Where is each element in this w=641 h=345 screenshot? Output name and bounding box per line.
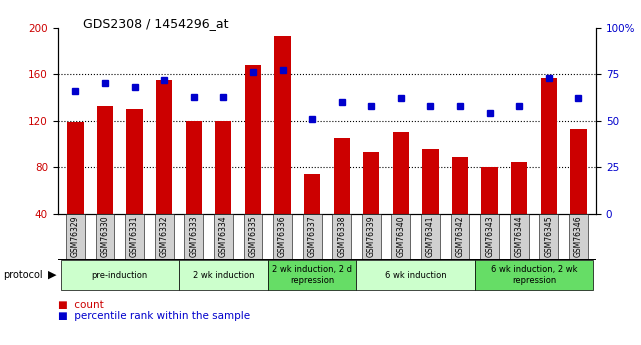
Text: GSM76330: GSM76330 (101, 216, 110, 257)
Text: GSM76341: GSM76341 (426, 216, 435, 257)
Text: ■  count: ■ count (58, 300, 103, 310)
Text: 2 wk induction: 2 wk induction (192, 270, 254, 280)
Text: pre-induction: pre-induction (92, 270, 148, 280)
Bar (97, 106, 113, 214)
Text: GSM76337: GSM76337 (308, 216, 317, 257)
Bar (333, 138, 350, 214)
Bar (363, 152, 379, 214)
Text: GSM76335: GSM76335 (249, 216, 258, 257)
Text: GSM76344: GSM76344 (515, 216, 524, 257)
Text: GSM76336: GSM76336 (278, 216, 287, 257)
Text: 2 wk induction, 2 d
repression: 2 wk induction, 2 d repression (272, 265, 352, 285)
Text: GSM76332: GSM76332 (160, 216, 169, 257)
Bar (186, 121, 202, 214)
Text: GSM76340: GSM76340 (396, 216, 405, 257)
Text: GSM76331: GSM76331 (130, 216, 139, 257)
Bar (156, 80, 172, 214)
Text: GSM76334: GSM76334 (219, 216, 228, 257)
Bar (570, 129, 587, 214)
Text: GSM76338: GSM76338 (337, 216, 346, 257)
Bar (245, 65, 261, 214)
Bar (67, 122, 83, 214)
Text: GDS2308 / 1454296_at: GDS2308 / 1454296_at (83, 17, 229, 30)
Text: ■  percentile rank within the sample: ■ percentile rank within the sample (58, 311, 250, 321)
Text: GSM76346: GSM76346 (574, 216, 583, 257)
Text: GSM76345: GSM76345 (544, 216, 553, 257)
Text: GSM76343: GSM76343 (485, 216, 494, 257)
Bar (452, 157, 468, 214)
Bar (540, 78, 557, 214)
Bar (393, 132, 409, 214)
Text: GSM76329: GSM76329 (71, 216, 80, 257)
Bar (215, 121, 231, 214)
Bar (422, 149, 438, 214)
Text: ▶: ▶ (48, 270, 56, 280)
Bar (511, 161, 528, 214)
Text: 6 wk induction, 2 wk
repression: 6 wk induction, 2 wk repression (491, 265, 578, 285)
Bar (481, 167, 498, 214)
Bar (274, 36, 290, 214)
Bar (126, 109, 143, 214)
Text: protocol: protocol (3, 270, 43, 280)
Text: 6 wk induction: 6 wk induction (385, 270, 447, 280)
Bar (304, 174, 320, 214)
Text: GSM76342: GSM76342 (456, 216, 465, 257)
Text: GSM76333: GSM76333 (189, 216, 198, 257)
Text: GSM76339: GSM76339 (367, 216, 376, 257)
